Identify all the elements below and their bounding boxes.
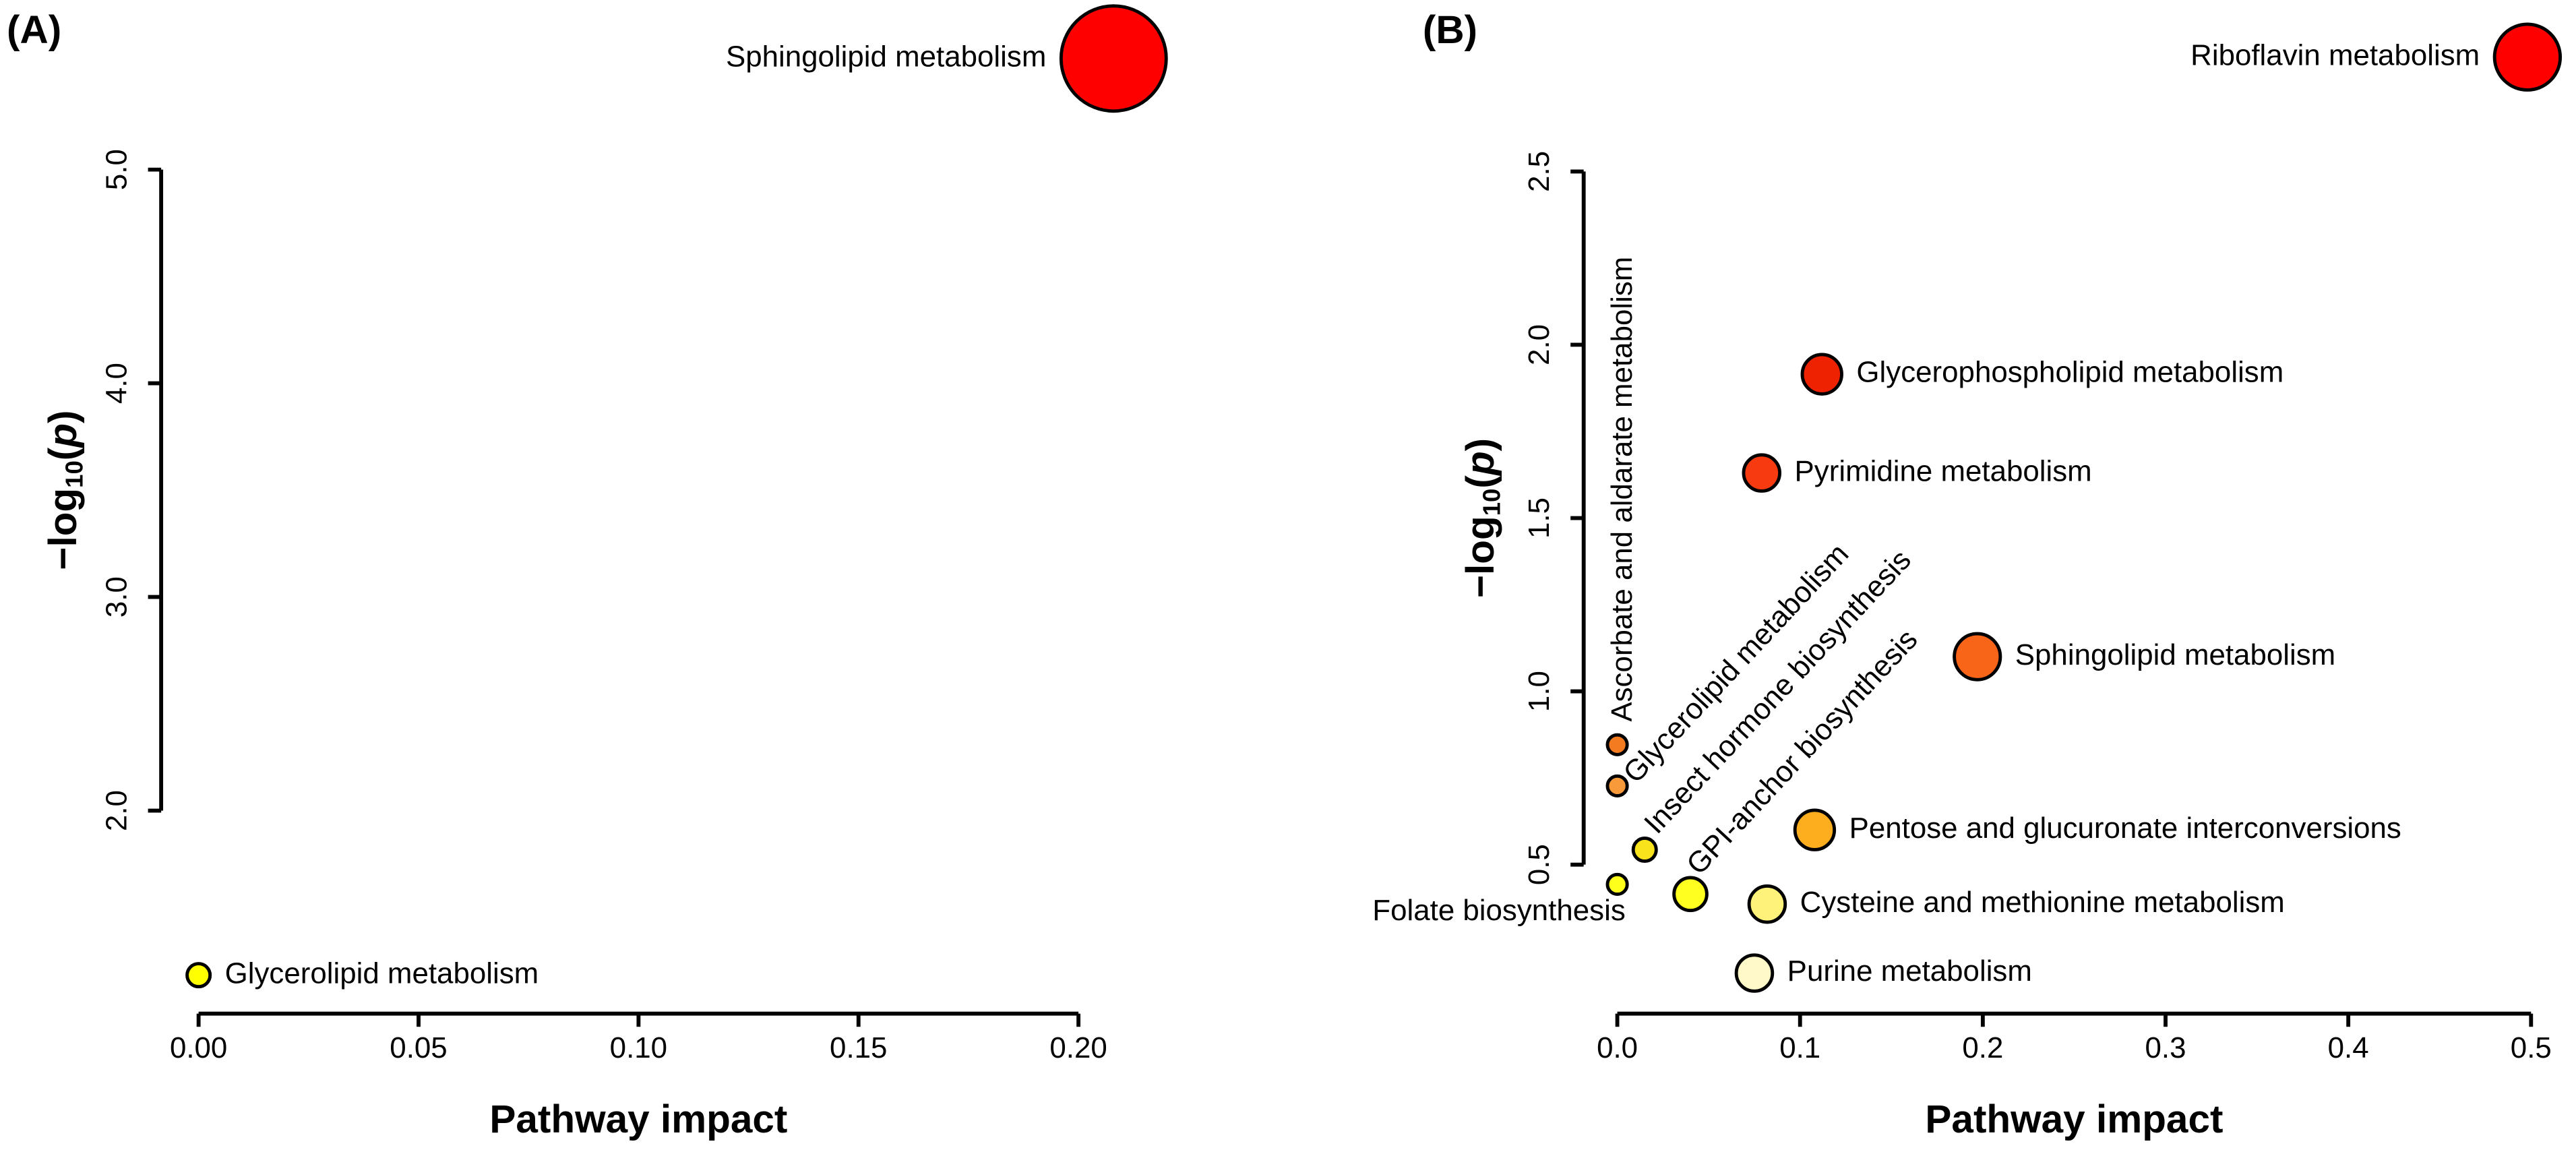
bubble bbox=[1631, 837, 1658, 864]
x-tick-label: 0.0 bbox=[1597, 1031, 1638, 1064]
bubble bbox=[1800, 353, 1843, 396]
y-axis-title-part: −log bbox=[41, 488, 85, 570]
y-tick-label: 4.0 bbox=[100, 363, 133, 404]
y-axis-title-part: 10 bbox=[1477, 489, 1505, 516]
x-axis-title: Pathway impact bbox=[489, 1097, 787, 1141]
bubble bbox=[1605, 872, 1629, 897]
y-axis-title-part: p bbox=[1459, 451, 1502, 477]
y-axis-title-part: ) bbox=[1459, 438, 1502, 451]
x-tick-label: 0.05 bbox=[390, 1031, 447, 1064]
point-label: Pyrimidine metabolism bbox=[1795, 454, 2092, 487]
bubble bbox=[1747, 884, 1787, 924]
point-label: Folate biosynthesis bbox=[1372, 894, 1625, 927]
y-tick-label: 1.5 bbox=[1523, 497, 1556, 539]
point-label: Pentose and glucuronate interconversions bbox=[1849, 812, 2401, 845]
y-tick-label: 2.5 bbox=[1523, 151, 1556, 192]
bubble bbox=[1672, 876, 1709, 913]
x-tick-label: 0.3 bbox=[2145, 1031, 2186, 1064]
y-tick-label: 1.0 bbox=[1523, 671, 1556, 712]
point-label: Cysteine and methionine metabolism bbox=[1800, 886, 2285, 919]
bubble bbox=[1793, 808, 1837, 851]
y-tick-label: 2.0 bbox=[1523, 324, 1556, 365]
bubble bbox=[185, 962, 212, 989]
point-label: Purine metabolism bbox=[1787, 955, 2032, 988]
y-axis-title-part: −log bbox=[1459, 516, 1502, 598]
y-axis-title-part: 10 bbox=[60, 460, 88, 488]
bubble bbox=[1605, 774, 1629, 797]
x-tick-label: 0.5 bbox=[2511, 1031, 2552, 1064]
y-tick-label: 0.5 bbox=[1523, 844, 1556, 885]
bubble bbox=[2492, 22, 2563, 92]
x-tick-label: 0.15 bbox=[830, 1031, 887, 1064]
bubble bbox=[1605, 733, 1629, 756]
x-tick-label: 0.2 bbox=[1962, 1031, 2003, 1064]
y-axis-title: −log10(p) bbox=[41, 410, 88, 570]
bubble bbox=[1059, 4, 1168, 113]
y-axis-title: −log10(p) bbox=[1459, 438, 1505, 598]
x-tick-label: 0.10 bbox=[610, 1031, 667, 1064]
y-tick-label: 2.0 bbox=[100, 790, 133, 831]
bubble bbox=[1742, 453, 1782, 493]
bubble bbox=[1953, 632, 2002, 682]
x-axis-title: Pathway impact bbox=[1925, 1097, 2223, 1141]
x-tick-label: 0.20 bbox=[1049, 1031, 1107, 1064]
x-tick-label: 0.00 bbox=[170, 1031, 227, 1064]
point-label: Sphingolipid metabolism bbox=[2015, 638, 2335, 671]
y-axis-title-part: ( bbox=[41, 447, 85, 460]
panel: (B) 0.0 0.1 0.2 0.3 0.4 0.5 Pathway impact 0.5 1.… bbox=[1372, 8, 2563, 1141]
point-label: Sphingolipid metabolism bbox=[726, 40, 1046, 73]
x-tick-label: 0.1 bbox=[1779, 1031, 1820, 1064]
x-tick-label: 0.4 bbox=[2328, 1031, 2369, 1064]
point-label: Riboflavin metabolism bbox=[2190, 38, 2480, 71]
point-label: Ascorbate and aldarate metabolism bbox=[1605, 257, 1638, 722]
y-tick-label: 3.0 bbox=[100, 576, 133, 617]
panel: (A) 0.00 0.05 0.10 0.15 0.20 Pathway impact 2.0… bbox=[7, 4, 1168, 1141]
bubble bbox=[1734, 953, 1775, 993]
y-axis-title-part: ) bbox=[41, 410, 85, 423]
panel-title: (B) bbox=[1423, 8, 1477, 52]
point-label: Glycerolipid metabolism bbox=[225, 957, 539, 990]
point-label: Glycerophospholipid metabolism bbox=[1856, 356, 2283, 389]
y-tick-label: 5.0 bbox=[100, 149, 133, 190]
y-axis-title-part: ( bbox=[1459, 475, 1502, 489]
panel-title: (A) bbox=[7, 8, 61, 52]
y-axis-title-part: p bbox=[41, 423, 85, 449]
